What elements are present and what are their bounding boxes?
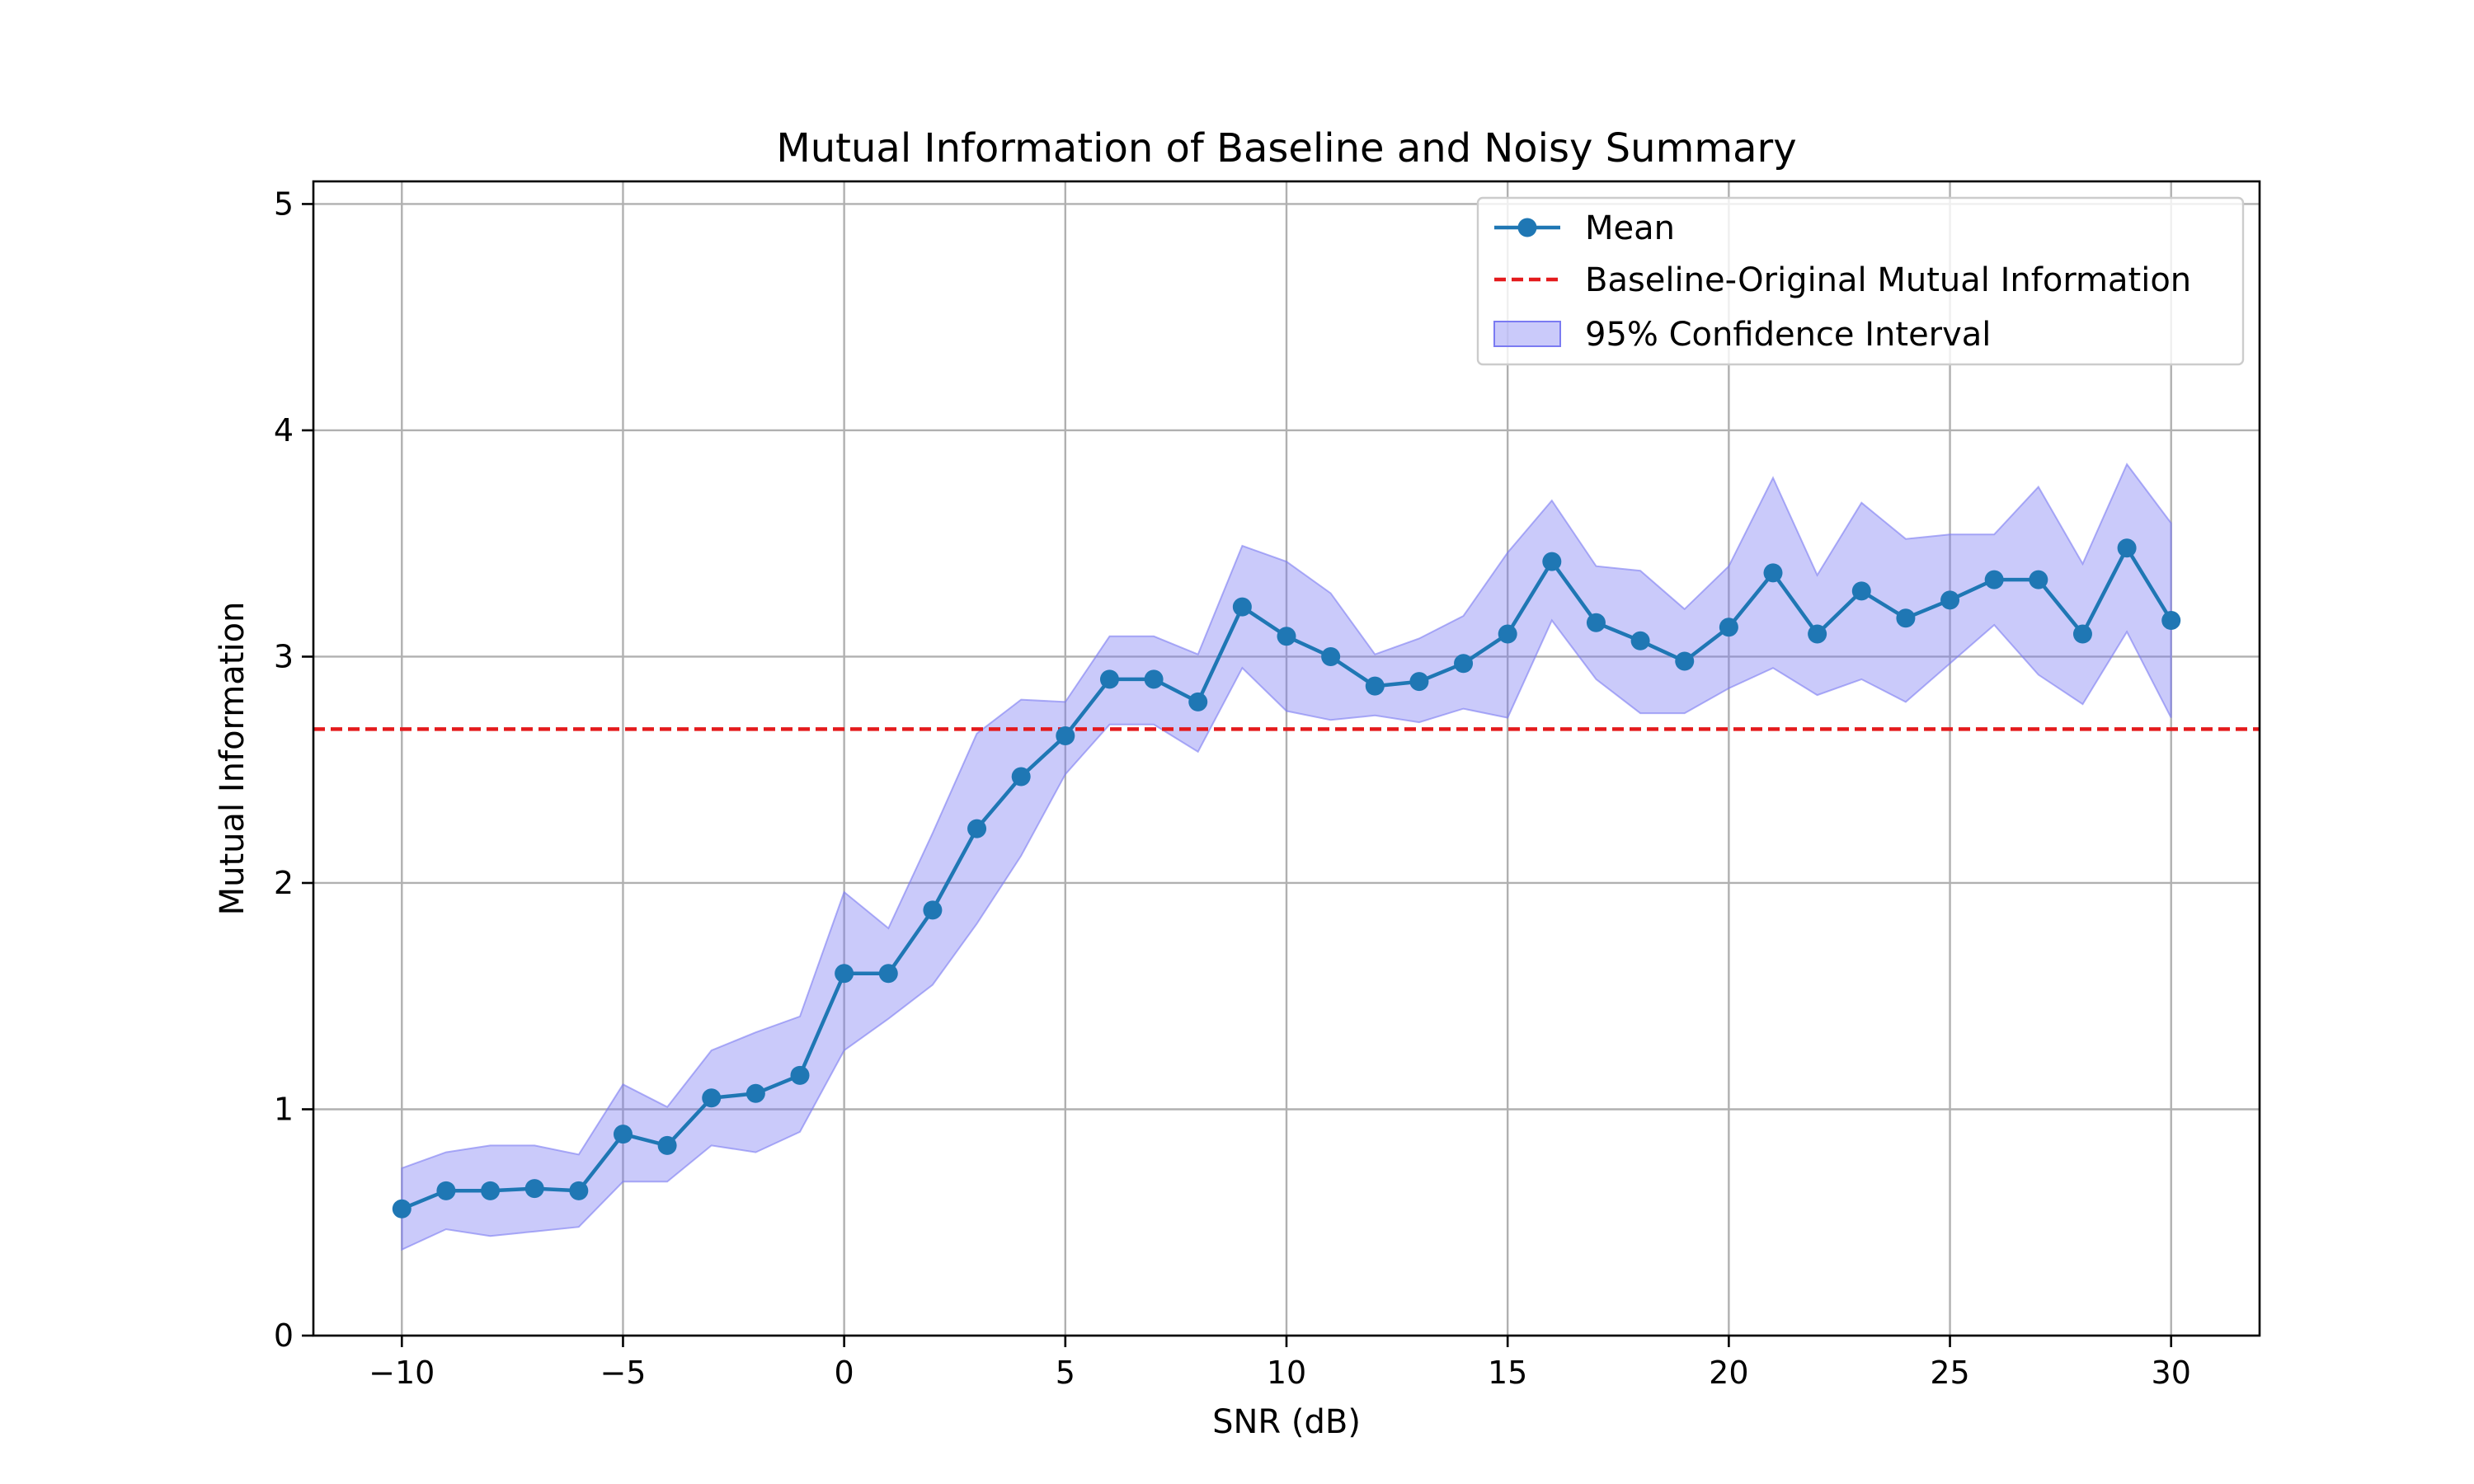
x-tick-label: 25 [1930,1355,1969,1391]
x-tick-label: 10 [1267,1355,1306,1391]
mean-point [1188,692,1208,711]
x-tick-label: −10 [369,1355,435,1391]
chart-title: Mutual Information of Baseline and Noisy… [776,125,1796,171]
mean-point [1630,631,1650,650]
mean-point [790,1065,810,1085]
x-tick-label: 20 [1709,1355,1748,1391]
y-axis-label: Mutual Information [214,602,252,916]
y-tick-label: 1 [274,1091,294,1127]
mean-point [1409,672,1429,692]
x-tick-label: 15 [1488,1355,1527,1391]
mean-point [835,964,854,984]
mean-point [1277,627,1296,646]
legend-mean-label: Mean [1585,209,1675,247]
mean-point [1763,563,1783,583]
mean-point [1542,552,1562,571]
mean-point [1808,624,1827,644]
mean-point [524,1179,544,1199]
legend-baseline-label: Baseline-Original Mutual Information [1585,261,2191,299]
legend-ci-label: 95% Confidence Interval [1585,316,1991,354]
legend-box [1476,196,2245,366]
confidence-interval-layer [401,463,2172,1252]
x-tick-label: 0 [835,1355,854,1391]
mean-point [1498,624,1517,644]
mean-point [1719,618,1738,637]
mean-point [436,1181,456,1200]
mean-point [657,1135,677,1155]
mean-series-layer [392,538,2181,1219]
mean-point [1365,676,1385,696]
mean-point [1144,669,1164,689]
mean-point [1011,767,1031,787]
mean-point [1099,669,1119,689]
mean-point [967,819,987,838]
ticks: −10 −5 0 5 10 15 20 25 30 0 1 2 3 4 5 [274,186,2191,1391]
mean-point [569,1181,589,1200]
x-tick-label: 30 [2152,1355,2191,1391]
legend-ci-patch [1493,321,1561,347]
mean-point [1675,651,1695,671]
mean-point [1321,646,1341,666]
mean-point [1851,581,1871,601]
mean-point [1232,597,1252,617]
x-axis-label: SNR (dB) [1212,1403,1361,1441]
mean-point [2161,611,2181,631]
mean-point [2117,538,2137,558]
mean-point [923,900,943,920]
mean-point [481,1181,501,1200]
mean-point [745,1083,765,1103]
legend: Mean Baseline-Original Mutual Informatio… [1476,196,2245,366]
y-tick-label: 2 [274,865,294,901]
mean-point [878,964,898,984]
legend-mean-marker [1517,218,1537,237]
mean-point [2029,570,2048,589]
mean-point [1056,726,1075,746]
mean-point [1896,608,1916,628]
mean-point [702,1088,722,1108]
mean-point [1984,570,2004,589]
confidence-interval-band [401,463,2172,1252]
x-tick-label: 5 [1056,1355,1075,1391]
mean-point [1454,654,1474,674]
mean-point [613,1125,633,1144]
mean-point [1940,590,1960,610]
y-tick-label: 3 [274,638,294,674]
mean-point [392,1199,412,1219]
x-tick-label: −5 [600,1355,646,1391]
mean-point [2072,624,2092,644]
y-tick-label: 4 [274,412,294,448]
y-tick-label: 0 [274,1317,294,1354]
y-tick-label: 5 [274,186,294,222]
mean-point [1586,613,1606,632]
